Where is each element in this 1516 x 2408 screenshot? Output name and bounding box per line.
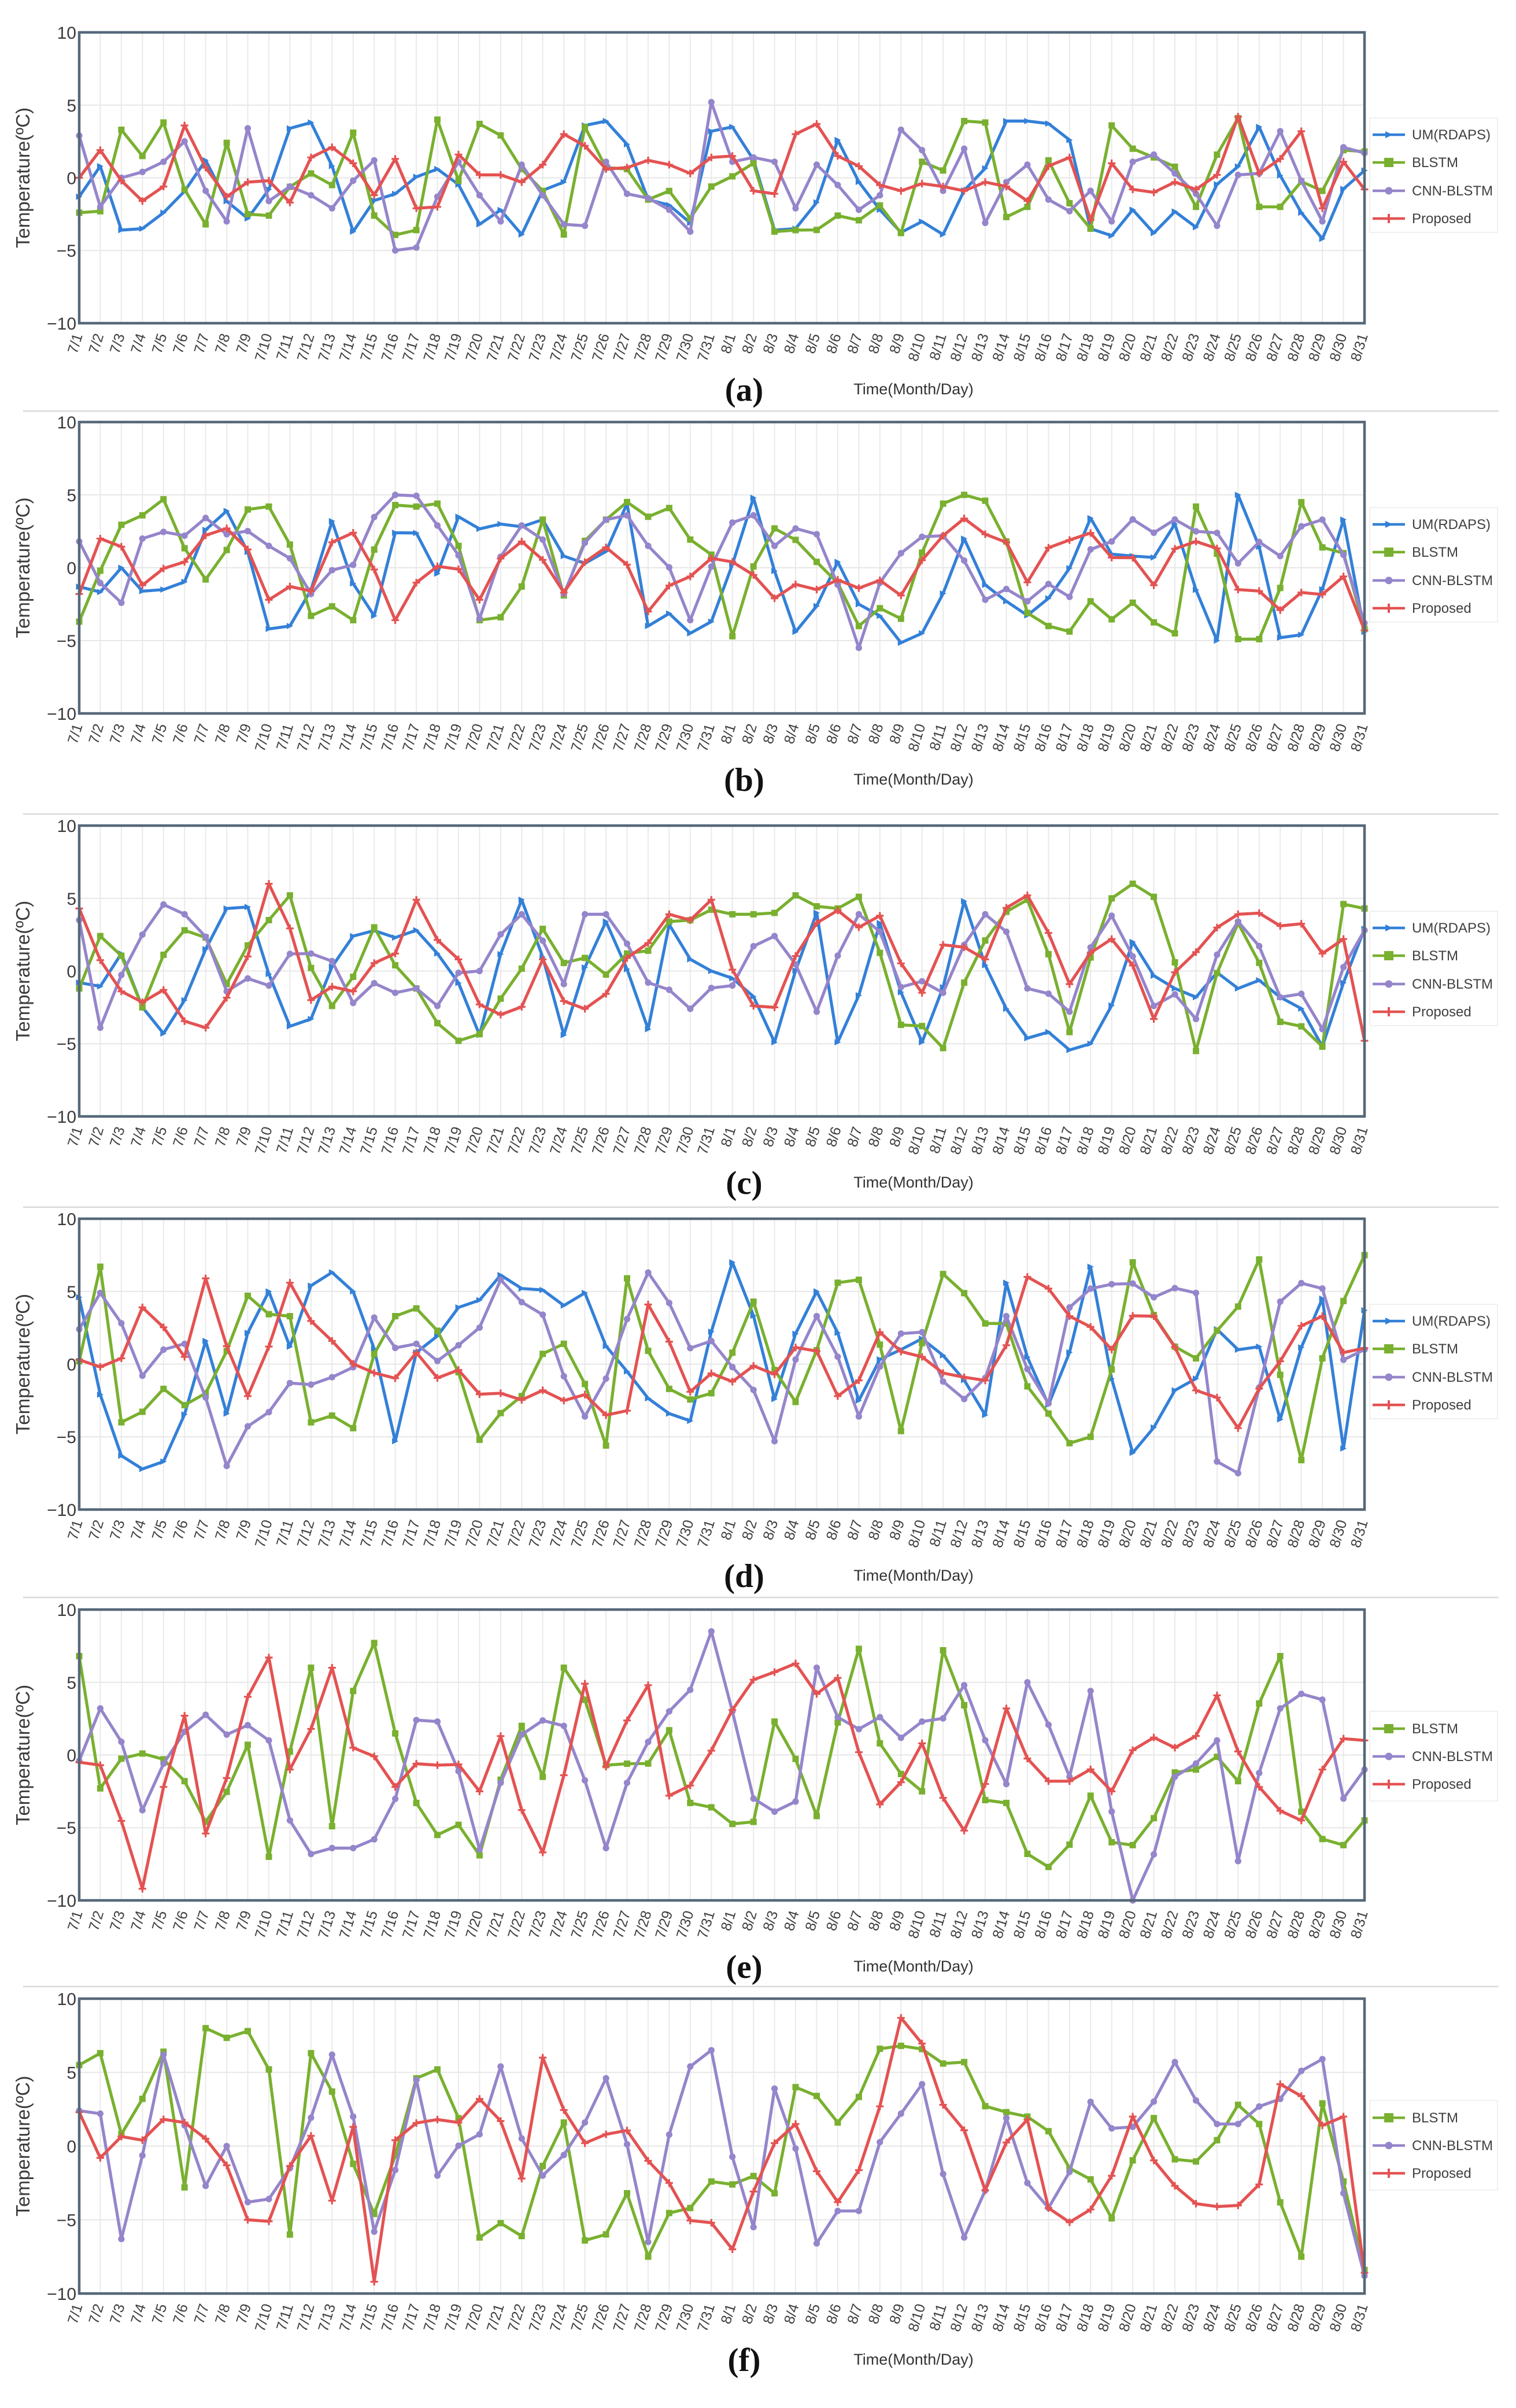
svg-text:10: 10 (57, 1990, 76, 2009)
svg-text:−10: −10 (47, 315, 76, 334)
svg-text:BLSTM: BLSTM (1412, 948, 1458, 964)
svg-text:Time(Month/Day): Time(Month/Day) (853, 771, 974, 788)
svg-text:(b): (b) (724, 762, 764, 798)
svg-text:10: 10 (57, 817, 76, 836)
svg-text:10: 10 (57, 1601, 76, 1620)
svg-text:5: 5 (66, 97, 76, 116)
svg-text:CNN-BLSTM: CNN-BLSTM (1412, 573, 1493, 589)
svg-text:CNN-BLSTM: CNN-BLSTM (1412, 976, 1493, 992)
svg-text:BLSTM: BLSTM (1412, 545, 1458, 560)
svg-text:5: 5 (66, 1674, 76, 1693)
svg-text:Proposed: Proposed (1412, 1004, 1471, 1020)
svg-text:Temperature(ºC): Temperature(ºC) (12, 2076, 34, 2216)
svg-text:Temperature(ºC): Temperature(ºC) (12, 108, 34, 248)
svg-text:UM(RDAPS): UM(RDAPS) (1412, 517, 1491, 532)
svg-text:Temperature(ºC): Temperature(ºC) (12, 1294, 34, 1434)
svg-text:−5: −5 (57, 1428, 76, 1447)
svg-text:Time(Month/Day): Time(Month/Day) (853, 1958, 974, 1975)
svg-text:−10: −10 (47, 1892, 76, 1911)
svg-text:−10: −10 (47, 2285, 76, 2304)
svg-text:5: 5 (66, 1283, 76, 1302)
svg-text:−5: −5 (57, 1035, 76, 1054)
svg-text:Proposed: Proposed (1412, 1397, 1471, 1413)
svg-text:−5: −5 (57, 242, 76, 261)
svg-text:Time(Month/Day): Time(Month/Day) (853, 380, 974, 398)
svg-text:(f): (f) (728, 2342, 761, 2379)
svg-text:0: 0 (66, 169, 76, 188)
svg-text:Temperature(ºC): Temperature(ºC) (12, 1685, 34, 1825)
svg-text:CNN-BLSTM: CNN-BLSTM (1412, 1370, 1493, 1385)
svg-text:10: 10 (57, 24, 76, 43)
svg-text:5: 5 (66, 486, 76, 505)
svg-text:10: 10 (57, 1210, 76, 1229)
svg-text:Proposed: Proposed (1412, 1777, 1471, 1792)
svg-text:CNN-BLSTM: CNN-BLSTM (1412, 1749, 1493, 1765)
svg-text:0: 0 (66, 963, 76, 982)
svg-text:BLSTM: BLSTM (1412, 1721, 1458, 1737)
svg-text:Time(Month/Day): Time(Month/Day) (853, 2351, 974, 2368)
svg-text:(a): (a) (725, 372, 763, 408)
svg-text:−10: −10 (47, 705, 76, 724)
svg-text:Time(Month/Day): Time(Month/Day) (853, 1567, 974, 1584)
svg-text:10: 10 (57, 413, 76, 432)
svg-text:−10: −10 (47, 1501, 76, 1520)
svg-text:UM(RDAPS): UM(RDAPS) (1412, 1314, 1491, 1329)
svg-text:CNN-BLSTM: CNN-BLSTM (1412, 183, 1493, 199)
svg-text:UM(RDAPS): UM(RDAPS) (1412, 127, 1491, 143)
svg-text:−5: −5 (57, 632, 76, 651)
svg-text:5: 5 (66, 890, 76, 909)
svg-text:5: 5 (66, 2064, 76, 2083)
svg-text:−5: −5 (57, 2211, 76, 2231)
svg-text:0: 0 (66, 559, 76, 578)
svg-text:UM(RDAPS): UM(RDAPS) (1412, 920, 1491, 936)
svg-text:Time(Month/Day): Time(Month/Day) (853, 1174, 974, 1191)
svg-text:Proposed: Proposed (1412, 2166, 1471, 2181)
svg-text:BLSTM: BLSTM (1412, 1341, 1458, 1357)
svg-text:Temperature(ºC): Temperature(ºC) (12, 497, 34, 638)
svg-text:Temperature(ºC): Temperature(ºC) (12, 901, 34, 1041)
svg-text:(c): (c) (726, 1165, 762, 1201)
svg-text:−5: −5 (57, 1819, 76, 1838)
svg-text:−10: −10 (47, 1108, 76, 1127)
svg-text:BLSTM: BLSTM (1412, 2110, 1458, 2126)
svg-text:0: 0 (66, 1747, 76, 1766)
svg-text:(d): (d) (724, 1558, 764, 1595)
svg-text:Proposed: Proposed (1412, 601, 1471, 616)
svg-text:Proposed: Proposed (1412, 211, 1471, 227)
svg-text:BLSTM: BLSTM (1412, 155, 1458, 171)
svg-text:(e): (e) (726, 1949, 762, 1985)
svg-text:0: 0 (66, 1356, 76, 1375)
svg-text:CNN-BLSTM: CNN-BLSTM (1412, 2138, 1493, 2154)
svg-text:0: 0 (66, 2137, 76, 2157)
